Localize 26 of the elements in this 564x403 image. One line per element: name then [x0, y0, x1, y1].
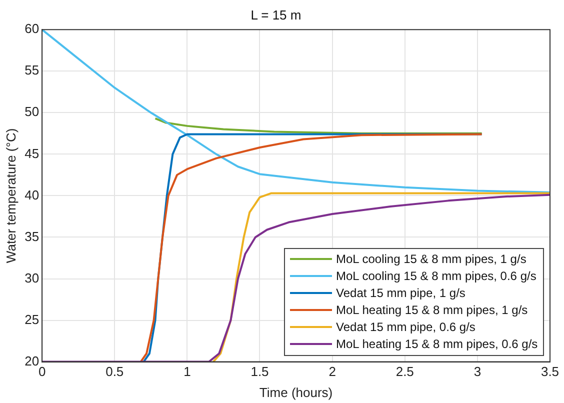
legend-label: MoL heating 15 & 8 mm pipes, 1 g/s	[336, 303, 528, 318]
y-tick-label: 45	[24, 146, 40, 161]
y-tick-label: 25	[24, 312, 40, 327]
x-tick-label: 2	[328, 364, 336, 380]
x-axis-title: Time (hours)	[259, 384, 333, 400]
legend-label: Vedat 15 mm pipe, 1 g/s	[336, 286, 466, 300]
y-tick-label: 30	[24, 270, 40, 286]
x-tick-label: 3.5	[540, 364, 560, 380]
legend-label: MoL heating 15 & 8 mm pipes, 0.6 g/s	[336, 337, 538, 352]
y-tick-label: 60	[24, 21, 40, 36]
x-tick-label: 0	[38, 364, 46, 380]
legend-label: Vedat 15 mm pipe, 0.6 g/s	[336, 320, 476, 334]
y-tick-label: 40	[24, 187, 40, 202]
y-tick-label: 35	[24, 228, 40, 244]
x-tick-label: 1	[184, 364, 191, 380]
x-tick-label: 3	[474, 364, 482, 380]
x-tick-label: 2.5	[396, 364, 414, 380]
legend-label: MoL cooling 15 & 8 mm pipes, 0.6 g/s	[336, 269, 536, 284]
y-tick-label: 50	[24, 104, 40, 120]
x-tick-label: 1.5	[250, 364, 269, 380]
y-tick-label: 55	[24, 62, 40, 78]
x-tick-label: 0.5	[106, 364, 124, 380]
chart-title: L = 15 m	[250, 7, 302, 22]
legend-label: MoL cooling 15 & 8 mm pipes, 1 g/s	[336, 252, 526, 266]
y-tick-label: 20	[24, 353, 40, 368]
y-axis-title: Water temperature (°C)	[3, 128, 18, 264]
